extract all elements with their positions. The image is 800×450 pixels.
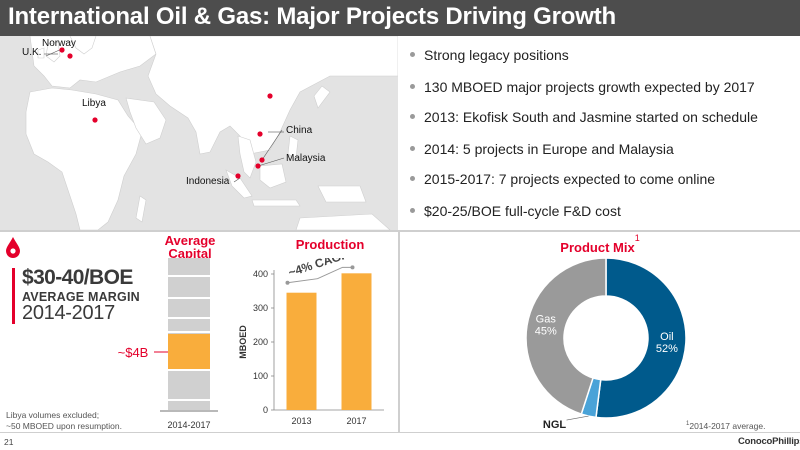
- production-bar: [286, 292, 317, 410]
- production-bar: [341, 273, 372, 410]
- map-label-norway: Norway: [42, 38, 76, 49]
- bullet-item: 130 MBOED major projects growth expected…: [410, 79, 755, 95]
- cagr-point: [350, 265, 355, 270]
- libya-note-line2: ~50 MBOED upon resumption.: [6, 421, 122, 431]
- vertical-divider: [398, 232, 400, 432]
- capital-category-label: 2014-2017: [167, 420, 210, 430]
- donut-label-oil: Oil: [660, 331, 673, 343]
- bullet-dot-icon: [410, 113, 415, 119]
- company-logo: ConocoPhillips: [738, 436, 800, 447]
- norway-marker: [67, 53, 73, 59]
- bullet-text: Strong legacy positions: [424, 47, 569, 63]
- map-label-libya: Libya: [82, 98, 106, 109]
- oil-drop-icon: [6, 237, 20, 258]
- production-chart-title: Production: [295, 237, 365, 252]
- title-bar: International Oil & Gas: Major Projects …: [0, 0, 800, 36]
- capital-bar-highlight: [168, 334, 210, 369]
- horizontal-divider: [0, 230, 800, 232]
- production-y-tick-label: 200: [253, 337, 268, 347]
- production-y-tick-label: 100: [253, 371, 268, 381]
- donut-slice-oil: [595, 257, 687, 419]
- bullet-dot-icon: [410, 145, 415, 151]
- page-number: 21: [4, 437, 14, 447]
- bullet-text: 2014: 5 projects in Europe and Malaysia: [424, 141, 674, 157]
- capital-chart: ~$4B 2014-2017: [118, 258, 218, 430]
- donut-leader-ngl: [566, 415, 589, 421]
- map-label-uk: U.K.: [22, 47, 42, 58]
- bullet-dot-icon: [410, 207, 415, 213]
- donut-value-gas: 45%: [535, 325, 557, 337]
- bullet-item: 2013: Ekofisk South and Jasmine started …: [410, 109, 758, 125]
- malaysia-marker-2: [255, 163, 261, 169]
- cagr-point: [285, 280, 290, 285]
- footer-divider: [0, 432, 800, 433]
- world-map: Norway U.K. Libya China Malaysia Indones…: [0, 36, 398, 230]
- bullet-item: 2014: 5 projects in Europe and Malaysia: [410, 141, 674, 157]
- capital-bar-dividers: [168, 275, 210, 401]
- capital-chart-title: Average Capital: [160, 234, 220, 260]
- margin-accent-bar: [12, 268, 15, 324]
- capital-highlight-label: ~$4B: [118, 345, 149, 360]
- bullet-item: 2015-2017: 7 projects expected to come o…: [410, 171, 715, 187]
- cagr-line: [287, 266, 353, 284]
- indonesia-marker: [235, 173, 241, 179]
- production-y-tick-label: 400: [253, 269, 268, 279]
- libya-note-line1: Libya volumes excluded;: [6, 410, 100, 420]
- donut-value-oil: 52%: [656, 343, 678, 355]
- donut-slice-gas: [525, 257, 607, 416]
- product-mix-title-text: Product Mix: [560, 240, 635, 256]
- map-label-malaysia: Malaysia: [286, 153, 326, 164]
- production-y-tick-label: 0: [263, 405, 268, 415]
- china-marker-1: [267, 93, 273, 99]
- footnote-marker: 1: [686, 421, 690, 428]
- margin-period: 2014-2017: [22, 302, 115, 324]
- margin-value: $30-40/BOE: [22, 266, 133, 289]
- product-mix-title: Product Mix1: [540, 233, 660, 254]
- bullet-text: 2013: Ekofisk South and Jasmine started …: [424, 109, 758, 125]
- slide-title: International Oil & Gas: Major Projects …: [8, 3, 616, 30]
- bullet-dot-icon: [410, 83, 415, 89]
- production-category-label: 2013: [291, 416, 311, 426]
- bullet-dot-icon: [410, 51, 415, 57]
- bullet-dot-icon: [410, 175, 415, 181]
- bullet-item: $20-25/BOE full-cycle F&D cost: [410, 203, 621, 219]
- china-marker-2: [257, 131, 263, 137]
- uk-marker: [59, 47, 65, 53]
- product-mix-superscript: 1: [634, 233, 640, 243]
- bullet-text: $20-25/BOE full-cycle F&D cost: [424, 203, 621, 219]
- donut-label-ngl: NGL: [543, 419, 567, 430]
- bullet-item: Strong legacy positions: [410, 47, 569, 63]
- malaysia-marker-1: [259, 157, 265, 163]
- libya-note: Libya volumes excluded; ~50 MBOED upon r…: [6, 410, 122, 432]
- map-graphic: [25, 36, 398, 230]
- production-y-axis-label: MBOED: [238, 325, 248, 359]
- footnote-text: 2014-2017 average.: [689, 421, 766, 431]
- margin-caption: AVERAGE MARGIN: [22, 290, 140, 304]
- map-label-china: China: [286, 125, 313, 136]
- production-y-tick-label: 300: [253, 303, 268, 313]
- footnote: 12014-2017 average.: [686, 421, 765, 431]
- production-category-label: 2017: [346, 416, 366, 426]
- donut-label-gas: Gas: [536, 313, 557, 325]
- bullet-text: 2015-2017: 7 projects expected to come o…: [424, 171, 716, 187]
- bullet-text: 130 MBOED major projects growth expected…: [424, 79, 755, 95]
- map-label-indonesia: Indonesia: [186, 176, 230, 187]
- libya-marker: [92, 117, 98, 123]
- capital-chart-title-text: Average Capital: [164, 233, 216, 261]
